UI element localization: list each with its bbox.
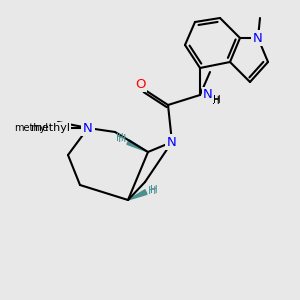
Polygon shape <box>128 190 147 200</box>
Text: H: H <box>212 96 220 106</box>
Text: N: N <box>204 91 213 103</box>
Text: methyl: methyl <box>14 123 48 133</box>
Text: N: N <box>253 32 263 44</box>
Text: N: N <box>253 32 263 44</box>
Text: N: N <box>203 88 213 101</box>
Text: N: N <box>83 122 93 134</box>
Text: O: O <box>135 77 145 91</box>
Text: N: N <box>83 122 93 134</box>
Text: H: H <box>118 134 126 144</box>
Polygon shape <box>127 140 148 152</box>
Text: H: H <box>148 186 156 196</box>
Text: methyl: methyl <box>31 123 70 133</box>
Text: H: H <box>116 133 124 143</box>
Text: O: O <box>133 79 143 92</box>
Text: H: H <box>150 185 158 195</box>
Text: N: N <box>167 136 177 148</box>
Text: H: H <box>213 95 221 105</box>
